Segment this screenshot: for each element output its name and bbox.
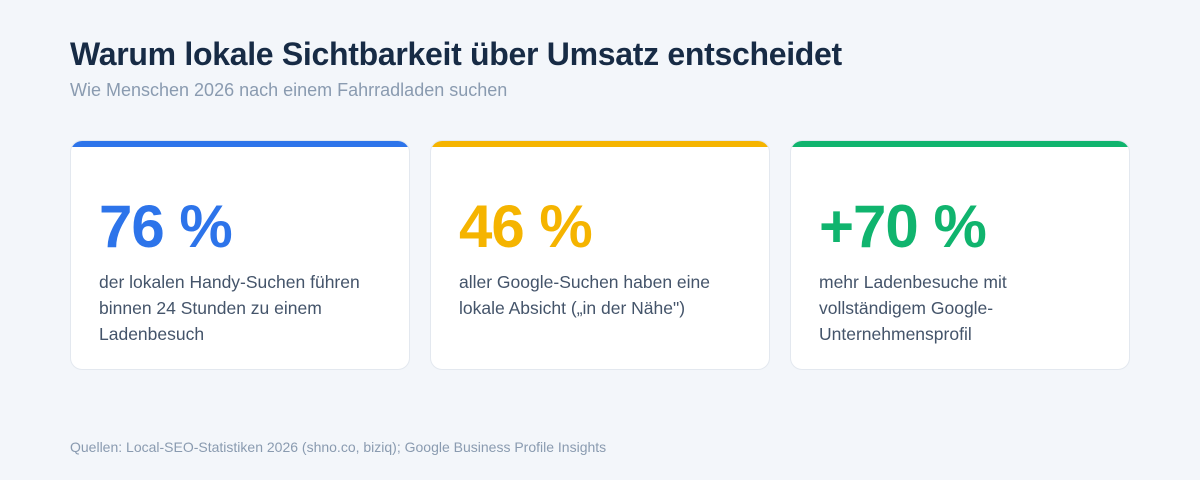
stat-card-local-intent: 46 % aller Google-Suchen haben eine loka… [430, 140, 770, 370]
stat-card-local-mobile-searches: 76 % der lokalen Handy-Suchen führen bin… [70, 140, 410, 370]
stat-value: +70 % [819, 193, 987, 260]
card-accent-bar [71, 141, 409, 147]
stat-description: mehr Ladenbesuche mit vollständigem Goog… [819, 272, 1007, 344]
card-accent-bar [431, 141, 769, 147]
source-note: Quellen: Local-SEO-Statistiken 2026 (shn… [70, 439, 607, 455]
stat-description: der lokalen Handy-Suchen führen binnen 2… [99, 272, 360, 344]
page-subtitle: Wie Menschen 2026 nach einem Fahrradlade… [70, 80, 508, 100]
page-title: Warum lokale Sichtbarkeit über Umsatz en… [70, 36, 842, 72]
stat-value: 46 % [459, 193, 593, 260]
stat-value: 76 % [99, 193, 233, 260]
stat-description: aller Google-Suchen haben eine lokale Ab… [459, 272, 711, 318]
card-accent-bar [791, 141, 1129, 147]
stat-cards: 76 % der lokalen Handy-Suchen führen bin… [70, 140, 1130, 370]
stat-card-store-visits: +70 % mehr Ladenbesuche mit vollständige… [790, 140, 1130, 370]
